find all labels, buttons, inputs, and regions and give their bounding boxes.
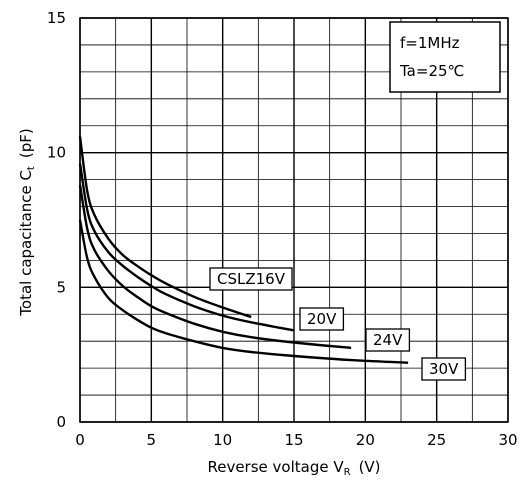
- x-tick-label: 30: [498, 431, 517, 449]
- x-tick-label: 20: [356, 431, 375, 449]
- y-axis-label-main: Total capacitance C: [17, 170, 35, 317]
- x-tick-label: 10: [213, 431, 232, 449]
- series-label-text: CSLZ16V: [217, 270, 286, 288]
- series-label-box: [365, 328, 411, 352]
- y-tick-label: 5: [56, 278, 66, 296]
- y-tick-label: 10: [47, 144, 66, 162]
- x-tick-label: 5: [147, 431, 157, 449]
- x-axis-label-main: Reverse voltage V: [207, 458, 344, 476]
- x-tick-label: 0: [75, 431, 85, 449]
- y-tick-labels: 0 5 10 15: [47, 9, 66, 431]
- y-axis-label: Total capacitance Ct (pF): [17, 128, 37, 316]
- conditions-box: f=1MHz Ta=25℃: [389, 21, 501, 93]
- y-axis-label-subscript: t: [26, 166, 37, 170]
- series-label-box: [421, 357, 467, 381]
- series-line: [78, 184, 352, 350]
- x-tick-labels: 0 5 10 15 20 25 30: [75, 431, 517, 449]
- series-lines: [78, 136, 409, 364]
- series-labels: CSLZ16V 20V 24V 30V: [209, 267, 467, 381]
- x-tick-label: 15: [284, 431, 303, 449]
- condition-frequency: f=1MHz: [400, 34, 460, 52]
- x-axis-label-subscript: R: [344, 467, 351, 478]
- series-line: [78, 136, 252, 319]
- series-label-box: [209, 267, 293, 291]
- series-label-text: 20V: [307, 310, 337, 328]
- x-tick-label: 25: [427, 431, 446, 449]
- series-label: 30V: [421, 357, 467, 381]
- y-tick-label: 15: [47, 9, 66, 27]
- y-axis-label-unit: (pF): [17, 128, 35, 158]
- conditions-box-frame: [389, 21, 501, 93]
- series-label: 20V: [299, 307, 345, 331]
- series-label-text: 30V: [429, 360, 459, 378]
- series-label: CSLZ16V: [209, 267, 293, 291]
- x-axis-label-unit: (V): [359, 458, 381, 476]
- series-line: [78, 163, 295, 332]
- condition-temperature: Ta=25℃: [399, 62, 464, 80]
- y-tick-label: 0: [56, 413, 66, 431]
- x-axis-label: Reverse voltage VR (V): [207, 458, 380, 478]
- series-line: [78, 219, 409, 364]
- series-label-box: [299, 307, 345, 331]
- series-label: 24V: [365, 328, 411, 352]
- series-label-text: 24V: [373, 331, 403, 349]
